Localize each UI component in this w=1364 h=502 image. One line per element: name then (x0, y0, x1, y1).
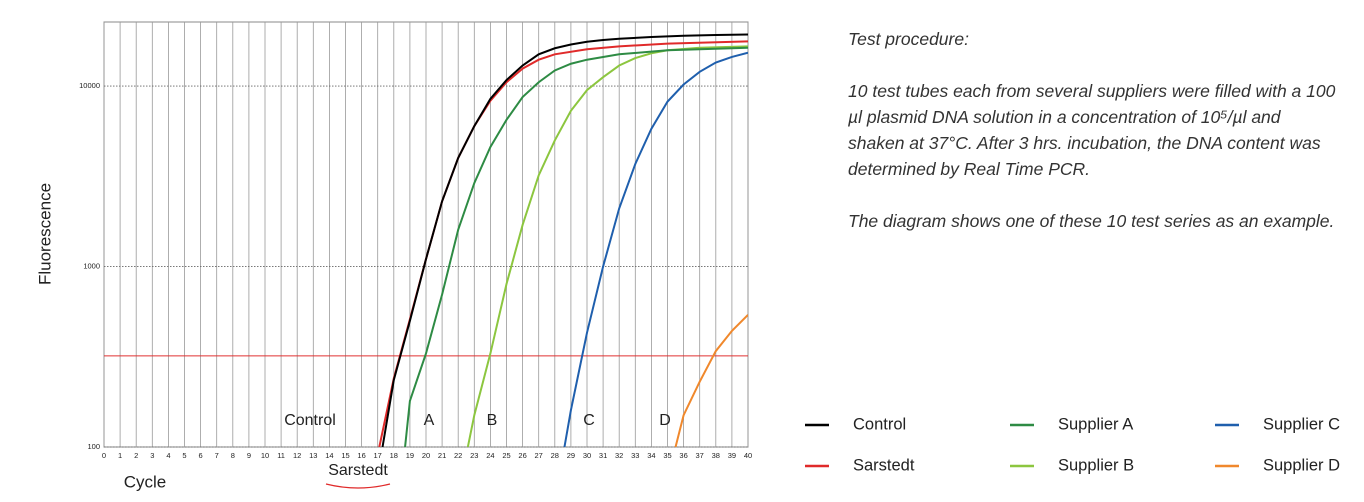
x-tick-label: 32 (615, 451, 623, 460)
curve (674, 314, 748, 447)
x-tick-label: 16 (357, 451, 365, 460)
x-tick-label: 24 (486, 451, 494, 460)
x-tick-label: 19 (406, 451, 414, 460)
x-tick-label: 1 (118, 451, 122, 460)
legend-label: Sarstedt (853, 456, 915, 474)
y-tick-label: 1000 (83, 262, 100, 271)
x-tick-label: 17 (374, 451, 382, 460)
x-tick-label: 35 (663, 451, 671, 460)
x-tick-label: 26 (518, 451, 526, 460)
x-tick-label: 39 (728, 451, 736, 460)
curve (563, 51, 748, 447)
x-tick-label: 0 (102, 451, 106, 460)
annotation: C (583, 412, 595, 429)
underline-arc (325, 483, 391, 489)
x-tick-label: 34 (647, 451, 655, 460)
y-axis-label: Fluorescence (35, 183, 54, 285)
x-tick-label: 38 (712, 451, 720, 460)
legend-label: Supplier C (1263, 415, 1340, 433)
paragraph: The diagram shows one of these 10 test s… (848, 211, 1335, 231)
curve (404, 46, 748, 447)
x-tick-label: 3 (150, 451, 154, 460)
x-tick-label: 13 (309, 451, 317, 460)
y-tick-label: 10000 (79, 81, 100, 90)
x-tick-label: 12 (293, 451, 301, 460)
x-tick-label: 23 (470, 451, 478, 460)
x-tick-label: 40 (744, 451, 752, 460)
x-tick-label: 14 (325, 451, 333, 460)
x-tick-label: 30 (583, 451, 591, 460)
x-tick-label: 7 (215, 451, 219, 460)
curve (381, 33, 748, 447)
x-tick-label: 8 (231, 451, 235, 460)
paragraph: 10 test tubes each from several supplier… (848, 81, 1336, 179)
x-tick-label: 5 (182, 451, 186, 460)
x-tick-label: 37 (696, 451, 704, 460)
x-tick-label: 11 (277, 451, 285, 460)
curves (378, 33, 748, 447)
legend-label: Supplier D (1263, 456, 1340, 474)
x-axis-label: Cycle (124, 472, 167, 491)
annotation: B (487, 412, 498, 429)
x-tick-label: 29 (567, 451, 575, 460)
x-tick-label: 2 (134, 451, 138, 460)
x-tick-label: 31 (599, 451, 607, 460)
x-tick-label: 27 (535, 451, 543, 460)
x-tick-label: 21 (438, 451, 446, 460)
x-tick-label: 15 (341, 451, 349, 460)
x-tick-label: 10 (261, 451, 269, 460)
annotation: Control (284, 412, 336, 429)
legend-label: Control (853, 415, 906, 433)
annotation: D (659, 412, 671, 429)
legend-label: Supplier B (1058, 456, 1134, 474)
x-tick-label: 9 (247, 451, 251, 460)
x-tick-label: 33 (631, 451, 639, 460)
x-tick-label: 18 (390, 451, 398, 460)
panel-title: Test procedure: (848, 29, 969, 49)
x-tick-label: 25 (502, 451, 510, 460)
annotation: A (424, 412, 435, 429)
x-tick-label: 22 (454, 451, 462, 460)
x-tick-label: 4 (166, 451, 170, 460)
x-tick-label: 28 (551, 451, 559, 460)
x-tick-label: 20 (422, 451, 430, 460)
x-tick-label: 36 (679, 451, 687, 460)
x-tick-label: 6 (199, 451, 203, 460)
y-tick-label: 100 (87, 442, 100, 451)
text-panel: Test procedure: 10 test tubes each from … (848, 26, 1338, 260)
legend-label: Supplier A (1058, 415, 1133, 433)
annotation: Sarstedt (328, 462, 388, 479)
